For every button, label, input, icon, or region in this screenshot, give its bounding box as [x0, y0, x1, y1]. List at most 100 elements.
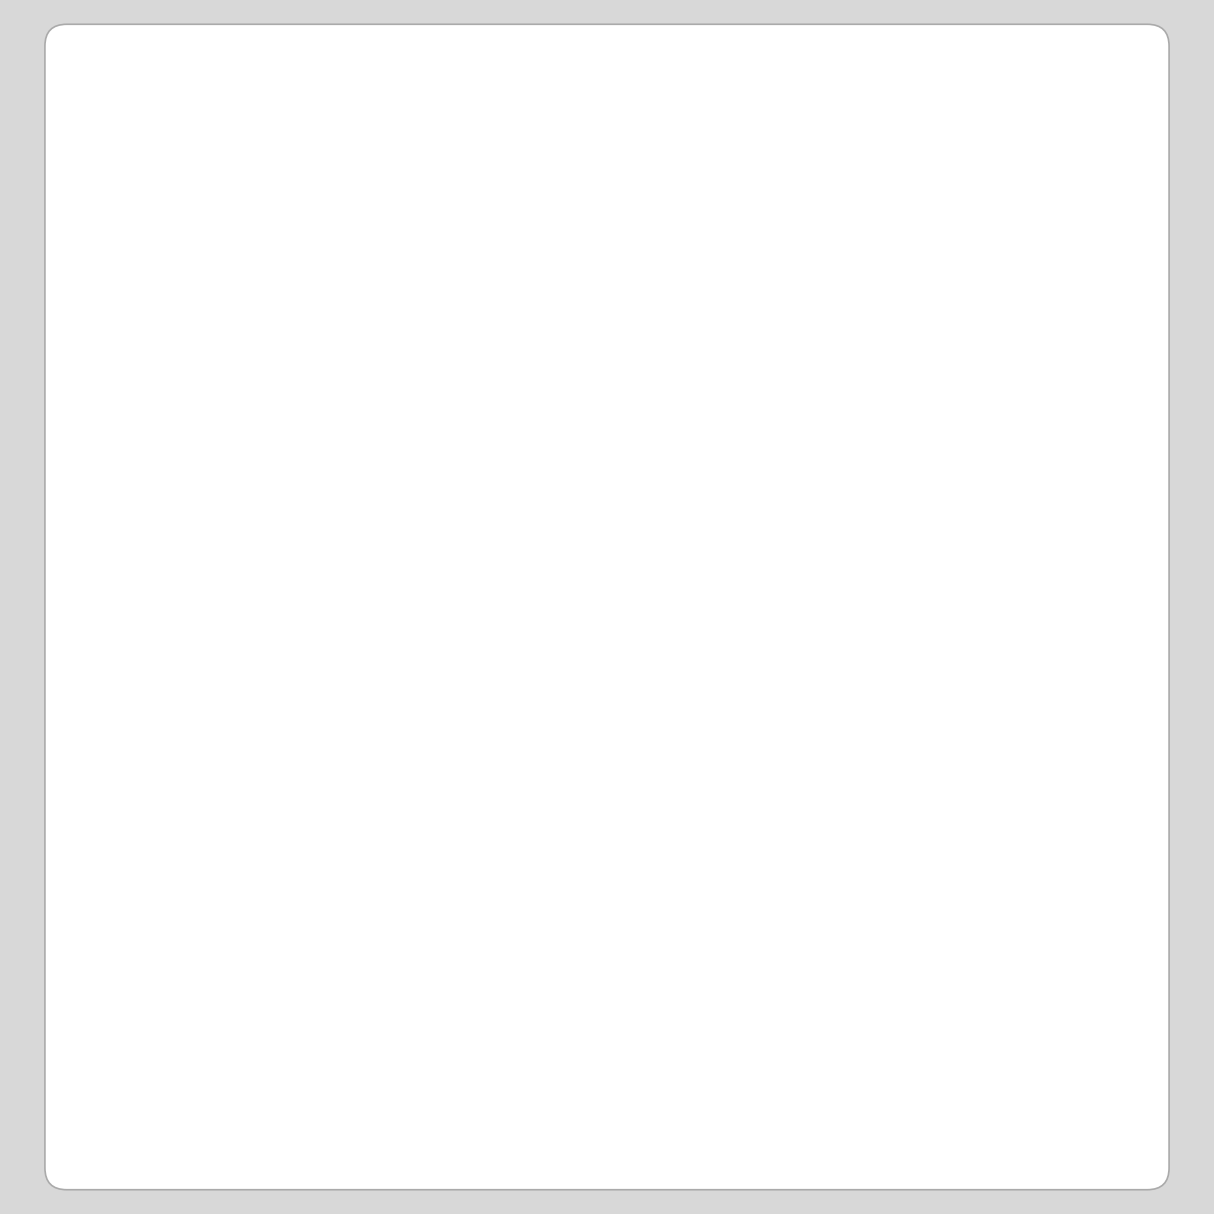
FancyArrow shape [505, 354, 550, 378]
Text: Spinal
ganglia
(sensory
neurons): Spinal ganglia (sensory neurons) [891, 342, 1088, 409]
FancyArrow shape [507, 615, 578, 626]
FancyArrow shape [494, 739, 565, 751]
FancyBboxPatch shape [798, 649, 881, 660]
FancyBboxPatch shape [390, 469, 432, 526]
Text: L2: L2 [783, 558, 799, 571]
FancyBboxPatch shape [397, 415, 438, 466]
FancyBboxPatch shape [804, 325, 875, 362]
Text: Intervertebral
disc: Intervertebral disc [143, 566, 459, 599]
FancyBboxPatch shape [792, 594, 887, 647]
FancyArrow shape [511, 551, 562, 577]
Polygon shape [353, 777, 591, 952]
FancyBboxPatch shape [405, 373, 527, 424]
Text: T11: T11 [770, 415, 795, 429]
Ellipse shape [409, 285, 490, 299]
Ellipse shape [412, 517, 510, 531]
Text: T9: T9 [783, 337, 799, 350]
FancyBboxPatch shape [810, 320, 868, 329]
Ellipse shape [404, 573, 506, 586]
Text: ©2012 GPI
Vers. 1 PO 102861: ©2012 GPI Vers. 1 PO 102861 [126, 1123, 222, 1145]
Text: Transverse
process: Transverse process [891, 290, 1102, 323]
FancyBboxPatch shape [787, 720, 892, 781]
FancyBboxPatch shape [800, 441, 878, 482]
FancyBboxPatch shape [806, 486, 873, 497]
FancyArrow shape [518, 446, 578, 456]
Ellipse shape [415, 327, 500, 341]
FancyArrow shape [515, 495, 567, 522]
FancyBboxPatch shape [382, 578, 521, 641]
FancyArrow shape [517, 439, 561, 463]
FancyArrow shape [512, 397, 557, 420]
FancyBboxPatch shape [804, 533, 875, 545]
FancyArrow shape [514, 402, 574, 413]
FancyBboxPatch shape [809, 398, 870, 407]
Text: L1: L1 [783, 509, 799, 522]
Ellipse shape [897, 308, 919, 322]
Text: Lateral view: Lateral view [284, 170, 466, 195]
FancyBboxPatch shape [405, 414, 532, 467]
Text: L4: L4 [784, 676, 799, 690]
Text: Anterior view: Anterior view [755, 170, 955, 195]
Text: GPI Anatomicals®  |  www.gpianatomicals.com: GPI Anatomicals® | www.gpianatomicals.co… [832, 1129, 1093, 1140]
FancyBboxPatch shape [819, 926, 858, 952]
Ellipse shape [907, 424, 929, 437]
FancyBboxPatch shape [805, 289, 874, 324]
FancyBboxPatch shape [795, 715, 884, 726]
FancyBboxPatch shape [801, 402, 877, 442]
Text: Spinous
process: Spinous process [187, 433, 420, 466]
Text: Coccyx: Coccyx [460, 963, 512, 977]
Text: L5: L5 [783, 744, 799, 758]
Text: Lumbar
vertebrae: Lumbar vertebrae [591, 631, 663, 664]
Ellipse shape [904, 385, 926, 398]
FancyBboxPatch shape [395, 331, 433, 380]
Text: 1st, 2nd, 3rd, 4th
coccygeal vertebrae: 1st, 2nd, 3rd, 4th coccygeal vertebrae [700, 944, 850, 976]
FancyBboxPatch shape [391, 522, 524, 583]
FancyArrow shape [506, 359, 566, 370]
FancyBboxPatch shape [350, 700, 397, 765]
Ellipse shape [901, 346, 923, 359]
FancyBboxPatch shape [798, 492, 881, 539]
Text: Dorsal ramus
(of the spinal
nerve): Dorsal ramus (of the spinal nerve) [147, 632, 472, 682]
FancyBboxPatch shape [385, 246, 421, 294]
FancyArrow shape [495, 312, 540, 334]
FancyBboxPatch shape [399, 467, 529, 526]
FancyBboxPatch shape [802, 363, 877, 402]
FancyBboxPatch shape [397, 374, 437, 422]
FancyBboxPatch shape [829, 994, 849, 1019]
FancyBboxPatch shape [794, 539, 884, 590]
Text: SACRUM - T8: SACRUM - T8 [404, 75, 810, 129]
FancyBboxPatch shape [361, 699, 507, 766]
FancyArrow shape [501, 676, 572, 688]
FancyBboxPatch shape [789, 654, 890, 711]
FancyArrow shape [506, 608, 558, 634]
Text: L3: L3 [783, 614, 799, 626]
Ellipse shape [419, 461, 514, 475]
FancyArrow shape [493, 732, 545, 758]
Text: T10: T10 [770, 376, 795, 390]
FancyBboxPatch shape [361, 639, 407, 702]
Polygon shape [413, 952, 494, 1019]
FancyBboxPatch shape [393, 245, 501, 295]
Text: T8: T8 [783, 300, 799, 313]
Text: Ventral ramus
(of the spinal
nerve): Ventral ramus (of the spinal nerve) [142, 697, 469, 747]
Text: Thoracic
vertebrae: Thoracic vertebrae [591, 373, 663, 405]
FancyBboxPatch shape [381, 523, 425, 582]
Text: Body of
vertebrae: Body of vertebrae [174, 492, 453, 524]
FancyArrow shape [487, 268, 531, 291]
Polygon shape [739, 781, 938, 940]
FancyBboxPatch shape [800, 588, 878, 600]
Ellipse shape [384, 694, 493, 708]
Text: T12: T12 [770, 455, 795, 467]
FancyBboxPatch shape [823, 949, 856, 974]
Ellipse shape [421, 413, 514, 426]
FancyBboxPatch shape [403, 330, 520, 381]
FancyBboxPatch shape [827, 971, 852, 997]
FancyArrow shape [512, 557, 583, 569]
FancyBboxPatch shape [397, 289, 510, 337]
FancyArrow shape [516, 501, 586, 514]
Ellipse shape [395, 632, 500, 646]
FancyArrow shape [500, 669, 551, 694]
FancyBboxPatch shape [390, 290, 427, 336]
Ellipse shape [420, 370, 507, 384]
FancyArrow shape [497, 316, 556, 327]
